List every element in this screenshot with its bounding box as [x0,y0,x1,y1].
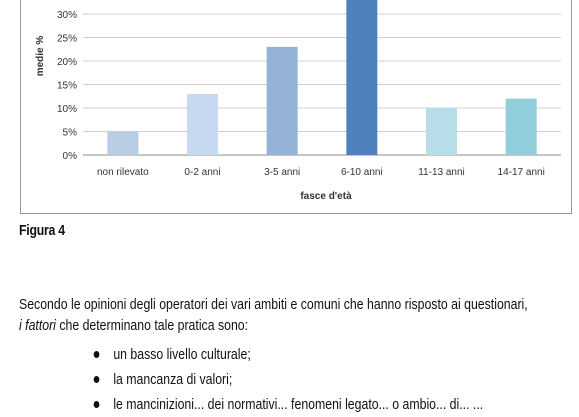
y-tick-label: 30% [57,10,77,21]
y-axis-label: medie % [35,36,46,77]
chart-frame: 0% 5% 10% 15% 20% 25% 30% medie % non rilevato 0-… [20,0,572,214]
y-tick-label: 15% [57,81,77,92]
y-tick-label: 5% [63,128,78,139]
y-tick-label: 10% [57,104,77,115]
bar [107,131,139,155]
figure-caption: Figura 4 [19,222,65,239]
bullet-item: la mancanza di valori; [92,367,483,392]
paragraph-line-2-rest: che determinano tale pratica sono: [55,317,249,334]
paragraph-line-1: Secondo le opinioni degli operatori dei … [19,296,528,313]
bullet-item: le mancinizioni... dei normativi... feno… [92,392,483,417]
bar [187,93,218,155]
x-tick-label: 3-5 anni [264,167,300,178]
x-tick-label: 0-2 anni [184,167,220,178]
y-tick-label: 0% [63,151,78,162]
bar [346,0,378,155]
x-tick-label: 6-10 anni [341,167,383,178]
bullet-item: un basso livello culturale; [92,342,483,367]
y-tick-label: 25% [57,34,77,45]
bar [266,46,298,155]
x-tick-label: 14-17 anni [498,167,545,178]
paragraph-line-2: i fattori che determinano tale pratica s… [19,315,577,336]
x-axis-label: fasce d'età [300,191,352,202]
x-tick-label: 11-13 anni [418,167,465,178]
body-paragraph: Secondo le opinioni degli operatori dei … [19,294,577,336]
x-tick-label: non rilevato [97,167,149,178]
bar-chart: 0% 5% 10% 15% 20% 25% 30% medie % non rilevato 0-… [35,0,561,202]
paragraph-emphasis: i fattori [19,317,56,334]
bar [426,108,457,155]
bullet-list: un basso livello culturale; la mancanza … [92,342,483,417]
bar [505,98,537,155]
y-tick-label: 20% [57,57,77,68]
